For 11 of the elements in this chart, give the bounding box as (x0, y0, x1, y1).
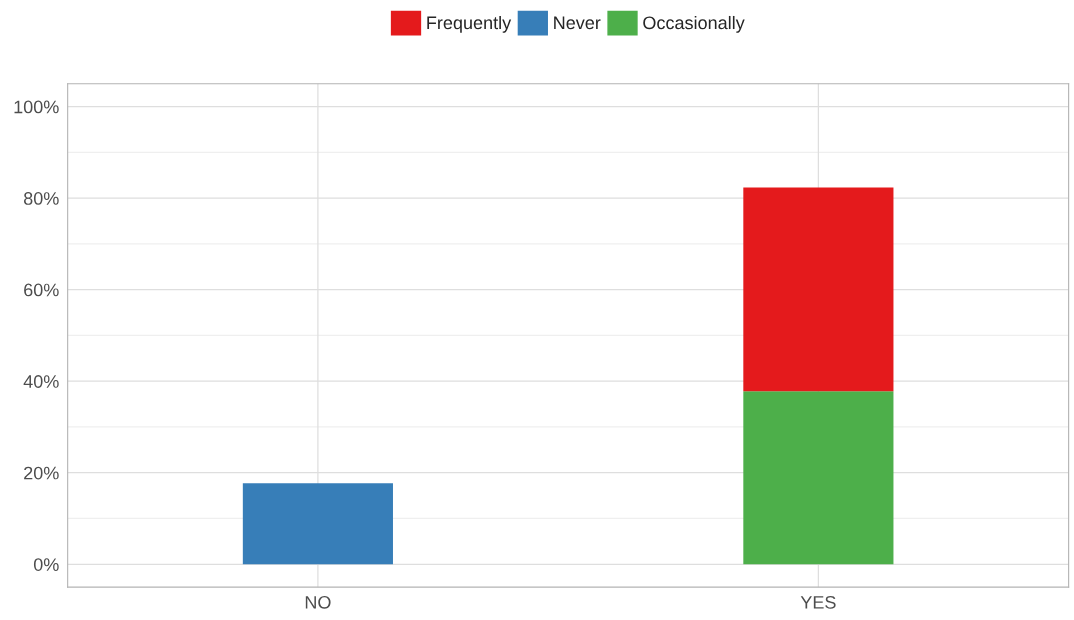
legend-label: Never (554, 16, 601, 30)
y-tick-label: 60% (24, 283, 59, 297)
legend-label: Occasionally (643, 15, 745, 33)
y-tick-label: 0% (33, 558, 59, 571)
x-tick-label: NO (305, 595, 331, 609)
y-tick-label: 40% (23, 375, 59, 388)
y-tick-label: 80% (23, 192, 59, 205)
legend-label: Frequently (427, 15, 512, 33)
y-tick-label: 100% (14, 100, 59, 114)
x-tick-label: YES (800, 595, 836, 609)
y-tick-label: 20% (24, 466, 59, 480)
